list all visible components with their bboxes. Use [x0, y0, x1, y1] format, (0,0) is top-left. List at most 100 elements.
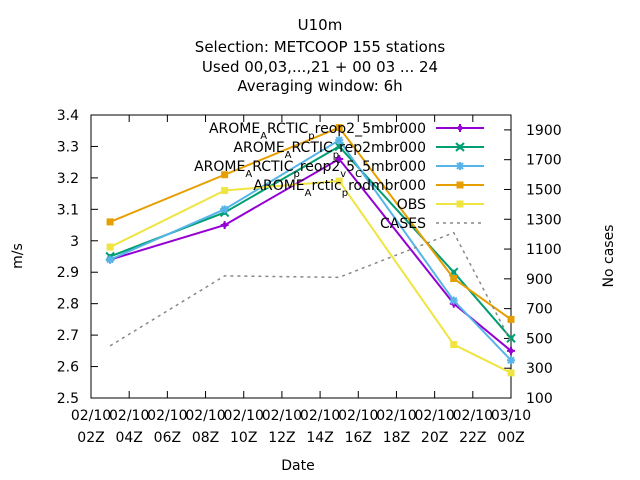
y-tick-label: 2.7	[57, 328, 79, 344]
x-tick-label-date: 02/10	[300, 408, 340, 424]
data-point-marker	[106, 255, 114, 264]
x-tick-label-hour: 00Z	[497, 430, 524, 446]
y2-axis-label: No cases	[601, 225, 617, 288]
title-line: Averaging window: 6h	[237, 77, 402, 95]
legend: AROMEARCTICpreop2_5mbr000AROMEARCTICprep…	[194, 121, 484, 232]
y2-tick-label: 1900	[526, 123, 562, 139]
legend-label: CASES	[380, 216, 426, 232]
data-point-marker	[335, 177, 343, 185]
y-tick-label: 3.1	[57, 202, 79, 218]
data-point-marker	[222, 222, 228, 228]
data-point-marker	[221, 186, 229, 194]
y-tick-label: 2.6	[57, 360, 79, 376]
data-point-marker	[336, 156, 342, 162]
y2-tick-label: 1100	[526, 242, 562, 258]
x-tick-label-date: 02/10	[453, 408, 493, 424]
y2-tick-label: 1300	[526, 212, 562, 228]
data-point-marker	[450, 341, 458, 349]
data-point-marker	[221, 171, 229, 179]
y-axis-label: m/s	[10, 243, 26, 269]
legend-label: AROMEARCTICprep2mbr000	[233, 140, 426, 161]
y2-tick-label: 900	[526, 272, 553, 288]
legend-item: AROMEARCTICpreop2_5mbr000	[209, 121, 484, 142]
x-tick-label-date: 02/10	[71, 408, 111, 424]
y2-tick-label: 1700	[526, 153, 562, 169]
legend-item: AROMEARCTICprep2mbr000	[233, 140, 484, 161]
series-cases	[109, 231, 512, 347]
chart-title: U10m Selection: METCOOP 155 stations Used …	[195, 16, 446, 95]
data-point-marker	[451, 269, 457, 275]
title-line: U10m	[298, 16, 343, 34]
data-point-marker	[507, 356, 515, 364]
y-axis: 2.5 2.6 2.7 2.8 2.9 3 3.1 3.2 3.3 3.4	[57, 108, 98, 407]
legend-item: OBS	[397, 197, 484, 213]
data-point-marker	[106, 243, 114, 251]
data-point-marker	[457, 125, 463, 131]
legend-item: AROMEArcticprodmbr000	[253, 178, 484, 199]
x-tick-label-date: 02/10	[224, 408, 264, 424]
plot-frame	[90, 114, 512, 399]
series-obs	[106, 177, 515, 377]
data-point-marker	[456, 162, 464, 170]
x-tick-label-hour: 08Z	[192, 430, 219, 446]
data-point-marker	[456, 200, 464, 208]
title-line: Used 00,03,...,21 + 00 03 ... 24	[202, 58, 438, 76]
data-point-marker	[450, 296, 458, 305]
x-tick-label-hour: 20Z	[421, 430, 448, 446]
legend-label: AROMEArcticprodmbr000	[253, 178, 426, 199]
y2-tick-label: 700	[526, 302, 553, 318]
data-point-marker	[335, 124, 343, 132]
y-tick-label: 3.2	[57, 171, 79, 187]
y-tick-label: 3.3	[57, 139, 79, 155]
x-tick-label-date: 02/10	[262, 408, 302, 424]
x-tick-label-hour: 14Z	[306, 430, 333, 446]
legend-label: AROMEARCTICpreop2_5mbr000	[209, 121, 426, 142]
y-tick-label: 3	[70, 234, 79, 250]
x-axis: 02/1002Z02/1004Z02/1006Z02/1008Z02/1010Z…	[71, 115, 531, 446]
x-axis-label: Date	[281, 458, 314, 474]
legend-item: CASES	[380, 216, 484, 232]
x-tick-label-date: 02/10	[376, 408, 416, 424]
x-tick-label-hour: 22Z	[459, 430, 486, 446]
y2-tick-label: 500	[526, 331, 553, 347]
x-tick-label-hour: 04Z	[115, 430, 142, 446]
series-line	[109, 231, 512, 347]
x-tick-label-hour: 16Z	[345, 430, 372, 446]
x-tick-label-hour: 06Z	[154, 430, 181, 446]
data-point-marker	[507, 315, 515, 323]
x-tick-label-date: 02/10	[338, 408, 378, 424]
series-arome-arctic-prodmbr000	[106, 124, 515, 323]
x-tick-label-hour: 02Z	[77, 430, 104, 446]
data-point-marker	[450, 275, 458, 283]
data-point-marker	[508, 348, 514, 354]
data-point-marker	[456, 181, 464, 189]
x-tick-label-date: 02/10	[414, 408, 454, 424]
y2-tick-label: 100	[526, 391, 553, 407]
y-tick-label: 2.5	[57, 391, 79, 407]
legend-label: AROMEARCTICpreop2v5C5mbr000	[194, 159, 426, 180]
title-line: Selection: METCOOP 155 stations	[195, 38, 446, 56]
x-tick-label-hour: 12Z	[268, 430, 295, 446]
data-point-marker	[336, 143, 342, 149]
x-tick-label-date: 02/10	[185, 408, 225, 424]
y-tick-label: 2.9	[57, 265, 79, 281]
legend-item: AROMEARCTICpreop2v5C5mbr000	[194, 159, 484, 180]
legend-label: OBS	[397, 197, 426, 213]
x-tick-label-date: 02/10	[147, 408, 187, 424]
series-arome-arctic-prep2-v5-c5mbr000	[106, 136, 515, 365]
data-point-marker	[507, 369, 515, 377]
series-layer	[105, 124, 516, 377]
x-tick-label-date: 03/10	[491, 408, 531, 424]
x-tick-label-date: 02/10	[109, 408, 149, 424]
y2-tick-label: 1500	[526, 182, 562, 198]
data-point-marker	[220, 205, 229, 214]
y-tick-label: 2.8	[57, 297, 79, 313]
y2-tick-label: 300	[526, 361, 553, 377]
x-tick-label-hour: 10Z	[230, 430, 257, 446]
y-tick-label: 3.4	[57, 108, 79, 124]
data-point-marker	[106, 218, 114, 226]
x-tick-label-hour: 18Z	[383, 430, 410, 446]
data-point-marker	[335, 136, 343, 144]
y2-axis: 100 300 500 700 900 1100 1300 1500 1700 1900	[504, 123, 562, 407]
